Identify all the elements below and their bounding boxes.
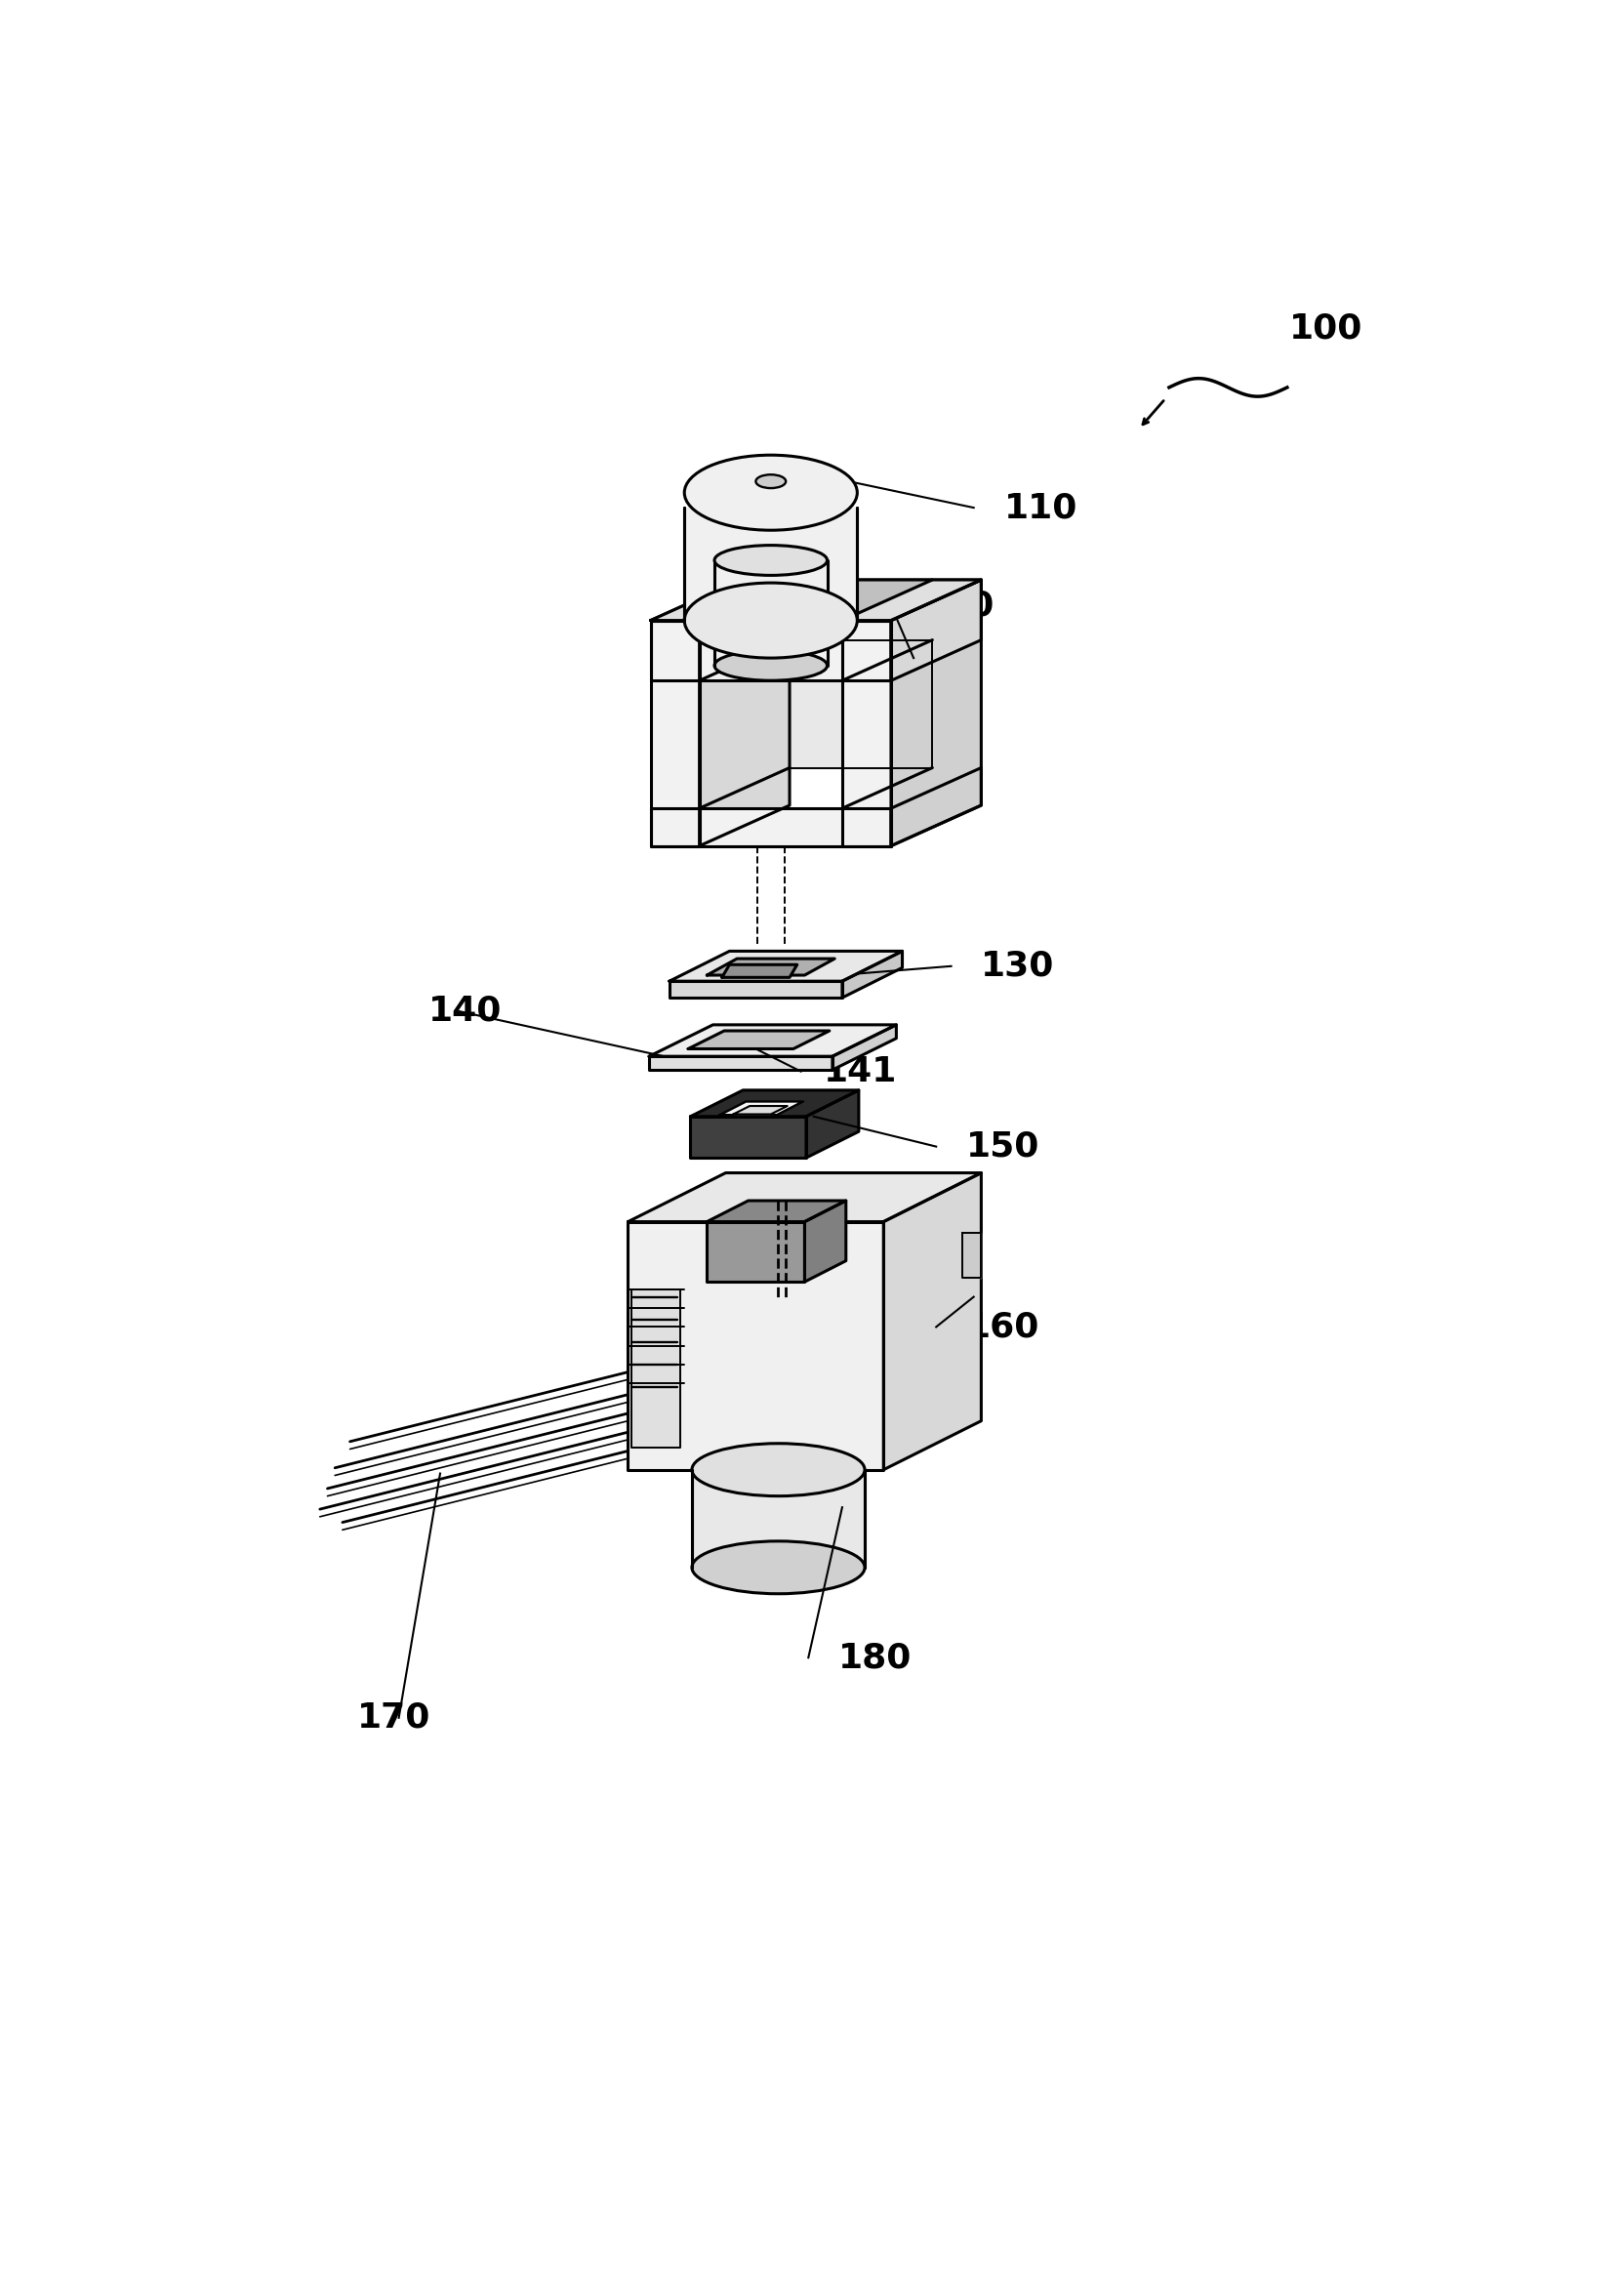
Text: 141: 141 — [823, 1055, 896, 1087]
Polygon shape — [698, 579, 789, 847]
Polygon shape — [650, 620, 890, 680]
Polygon shape — [789, 641, 932, 767]
Ellipse shape — [684, 456, 857, 531]
Polygon shape — [669, 982, 841, 998]
Polygon shape — [669, 952, 901, 982]
Polygon shape — [684, 508, 857, 620]
Ellipse shape — [692, 1540, 864, 1593]
Polygon shape — [627, 1172, 981, 1222]
Polygon shape — [650, 620, 698, 847]
Polygon shape — [648, 1055, 831, 1069]
Polygon shape — [706, 1202, 846, 1222]
Ellipse shape — [692, 1444, 864, 1497]
Text: 140: 140 — [429, 996, 502, 1028]
Polygon shape — [650, 579, 789, 620]
Text: 170: 170 — [357, 1701, 430, 1735]
Text: 130: 130 — [981, 950, 1054, 982]
Text: 100: 100 — [1288, 311, 1363, 346]
Polygon shape — [961, 1234, 981, 1277]
Polygon shape — [890, 579, 981, 847]
Polygon shape — [627, 1222, 883, 1470]
Polygon shape — [883, 1172, 981, 1470]
Polygon shape — [698, 579, 932, 620]
Polygon shape — [650, 808, 890, 847]
Polygon shape — [831, 1025, 896, 1069]
Text: 110: 110 — [1004, 492, 1077, 524]
Text: 160: 160 — [966, 1309, 1039, 1344]
Polygon shape — [804, 1202, 846, 1282]
Ellipse shape — [755, 474, 786, 488]
Polygon shape — [690, 1117, 806, 1158]
Polygon shape — [841, 952, 901, 998]
Polygon shape — [890, 579, 981, 680]
Polygon shape — [692, 1470, 864, 1568]
Polygon shape — [806, 1090, 857, 1158]
Text: 150: 150 — [966, 1131, 1039, 1163]
Polygon shape — [890, 767, 981, 847]
Polygon shape — [719, 1101, 802, 1115]
Text: 120: 120 — [921, 588, 994, 623]
Polygon shape — [721, 964, 797, 977]
Ellipse shape — [684, 584, 857, 657]
Polygon shape — [732, 1106, 788, 1115]
Polygon shape — [690, 1090, 857, 1117]
Polygon shape — [650, 579, 981, 620]
Polygon shape — [648, 1025, 896, 1055]
Ellipse shape — [715, 545, 827, 575]
Polygon shape — [841, 579, 981, 620]
Polygon shape — [706, 1222, 804, 1282]
Polygon shape — [632, 1289, 680, 1447]
Polygon shape — [706, 959, 835, 975]
Ellipse shape — [715, 650, 827, 680]
Polygon shape — [841, 620, 890, 847]
Text: 180: 180 — [838, 1641, 911, 1673]
Polygon shape — [687, 1030, 828, 1048]
